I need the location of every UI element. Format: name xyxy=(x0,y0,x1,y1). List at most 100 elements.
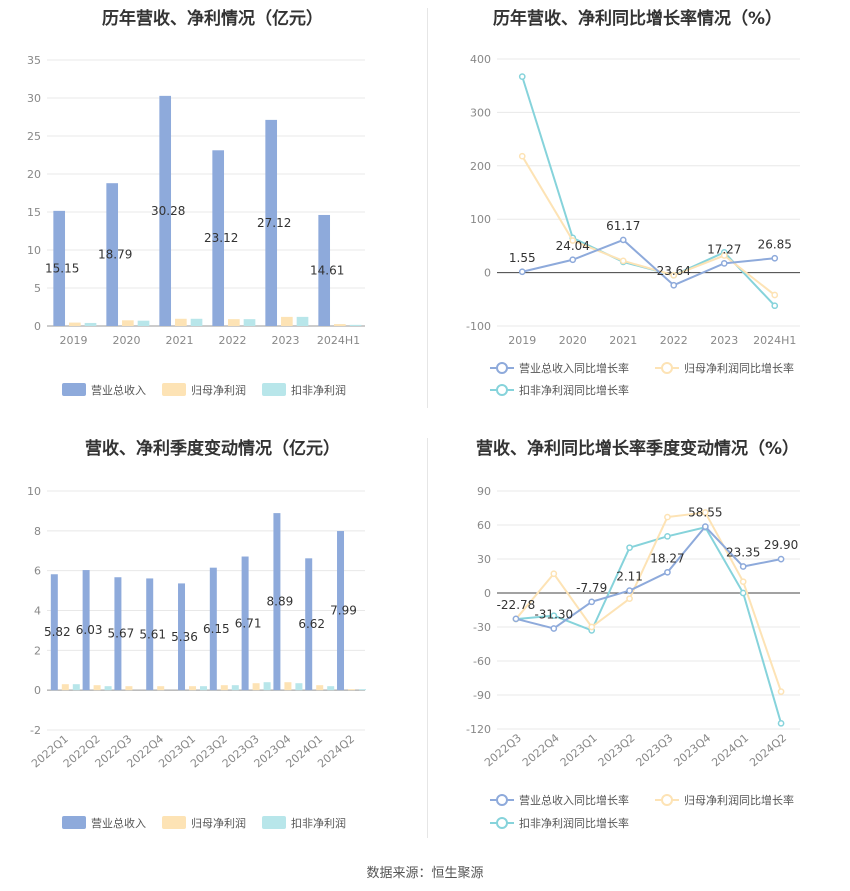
x-tick-label: 2023Q4 xyxy=(671,731,713,769)
data-point xyxy=(739,589,747,597)
y-tick-label: 30 xyxy=(27,92,41,105)
legend-label: 营业总收入同比增长率 xyxy=(519,793,629,807)
data-label: 7.99 xyxy=(330,604,357,618)
data-label: 6.03 xyxy=(76,623,103,637)
data-label: 5.82 xyxy=(44,625,71,639)
data-point xyxy=(550,570,558,578)
y-tick-label: 60 xyxy=(477,519,491,532)
x-tick-label: 2020 xyxy=(559,334,587,347)
y-tick-label: 4 xyxy=(34,605,41,618)
data-label: 23.64 xyxy=(657,264,691,278)
data-label: 5.36 xyxy=(171,630,198,644)
bar xyxy=(93,685,101,691)
data-point xyxy=(664,568,671,576)
legend-swatch xyxy=(661,362,673,374)
bar xyxy=(348,689,356,691)
y-tick-label: -120 xyxy=(466,723,491,736)
legend-swatch xyxy=(496,817,508,829)
data-label: 27.12 xyxy=(257,216,291,230)
bar xyxy=(220,685,228,691)
x-tick-label: 2024H1 xyxy=(753,334,796,347)
data-label: 8.89 xyxy=(267,595,294,609)
x-tick-label: 2023 xyxy=(272,334,300,347)
data-point xyxy=(771,302,779,310)
data-source-note: 数据来源：恒生聚源 xyxy=(366,866,484,881)
legend-swatch xyxy=(262,383,286,396)
y-tick-label: 100 xyxy=(470,213,491,226)
data-label: 29.90 xyxy=(764,538,798,552)
legend-swatch xyxy=(62,816,86,829)
x-tick-label: 2023Q3 xyxy=(634,731,676,769)
y-tick-label: 10 xyxy=(27,244,41,257)
data-point xyxy=(550,625,558,632)
x-tick-label: 2024Q2 xyxy=(747,731,789,769)
bar xyxy=(327,686,335,691)
data-point xyxy=(619,236,627,244)
panel-divider xyxy=(427,8,428,408)
data-point xyxy=(619,257,627,265)
bar xyxy=(114,577,122,691)
data-label: -22.78 xyxy=(497,598,536,612)
bar xyxy=(137,320,150,326)
chart-title: 营收、净利同比增长率季度变动情况（%） xyxy=(475,439,800,459)
series-line xyxy=(521,76,776,307)
bar xyxy=(159,95,172,326)
chart-svg: -202468102022Q12022Q22022Q32022Q42023Q12… xyxy=(27,485,367,830)
bar xyxy=(106,183,119,326)
x-tick-label: 2021 xyxy=(609,334,637,347)
bar xyxy=(281,316,293,326)
legend-swatch xyxy=(262,816,286,829)
data-point xyxy=(588,623,596,631)
chart-svg: 0 5 10 15 20 25 30 35 2019 2020 2021 2022 2023 2024H1… xyxy=(27,54,365,397)
data-label: 18.79 xyxy=(98,248,132,262)
data-point xyxy=(569,237,577,244)
series-line xyxy=(515,511,783,692)
legend-label: 营业总收入 xyxy=(91,816,146,830)
chart-title: 历年营收、净利情况（亿元） xyxy=(102,9,323,29)
y-tick-label: 8 xyxy=(34,525,41,538)
data-point xyxy=(720,260,728,267)
data-label: 26.85 xyxy=(758,237,792,251)
panel-divider xyxy=(427,438,428,838)
bar xyxy=(122,320,134,326)
x-tick-label: 2024Q1 xyxy=(709,731,751,769)
data-label: -7.79 xyxy=(576,581,607,595)
y-tick-label: 2 xyxy=(34,644,41,657)
data-point xyxy=(739,578,747,586)
data-label: 24.04 xyxy=(556,239,590,253)
y-tick-label: 0 xyxy=(484,587,491,600)
x-tick-label: 2022Q4 xyxy=(520,731,562,769)
bar xyxy=(200,686,208,691)
data-point xyxy=(569,256,577,264)
chart-title: 历年营收、净利同比增长率情况（%） xyxy=(492,9,783,29)
bar xyxy=(53,210,66,326)
data-point xyxy=(739,563,747,570)
bar xyxy=(146,578,154,691)
data-point xyxy=(670,281,678,289)
data-point xyxy=(777,555,785,563)
x-tick-label: 2019 xyxy=(60,334,88,347)
y-tick-label: 30 xyxy=(477,553,491,566)
data-label: 1.55 xyxy=(509,251,536,265)
bar xyxy=(125,686,133,691)
bar xyxy=(241,556,249,691)
bar xyxy=(189,686,197,691)
bar xyxy=(209,567,217,691)
data-point xyxy=(550,612,558,620)
data-point xyxy=(720,252,728,259)
bar xyxy=(316,685,324,691)
data-point xyxy=(518,152,526,160)
y-tick-label: 35 xyxy=(27,54,41,67)
y-tick-label: 25 xyxy=(27,130,41,143)
bar xyxy=(228,319,240,326)
x-tick-label: 2019 xyxy=(508,334,536,347)
bar xyxy=(50,574,58,691)
x-tick-label: 2023Q1 xyxy=(558,731,600,769)
data-label: 6.15 xyxy=(203,622,230,636)
legend-swatch xyxy=(162,816,186,829)
bar xyxy=(318,214,331,326)
legend-label: 归母净利润同比增长率 xyxy=(684,361,794,375)
data-label: 15.15 xyxy=(45,261,79,275)
bar xyxy=(334,324,346,326)
